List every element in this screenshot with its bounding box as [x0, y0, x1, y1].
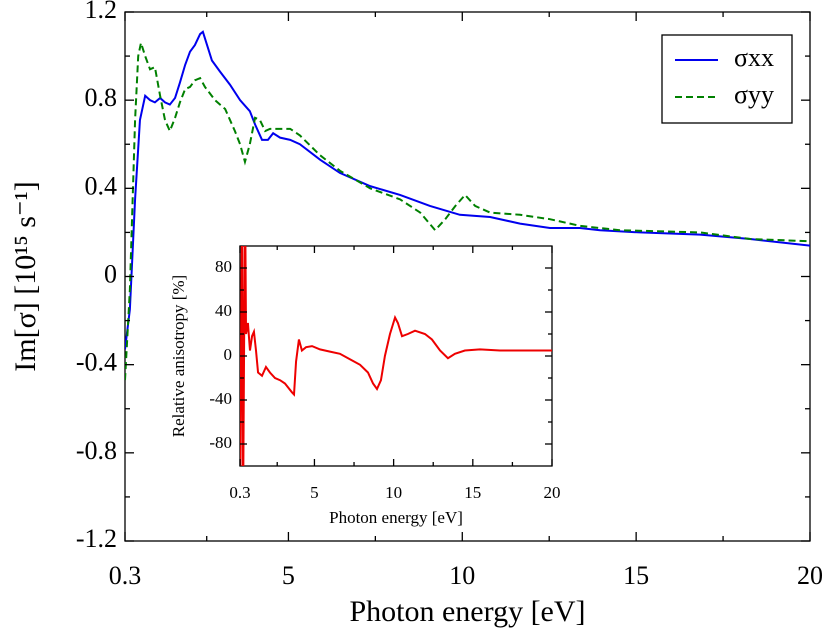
data-line [125, 38, 810, 381]
x-tick-label: 10 [385, 483, 402, 502]
x-tick-label: 5 [310, 483, 319, 502]
x-tick-label: 0.3 [229, 483, 250, 502]
series-group [125, 30, 810, 381]
x-tick-label: 15 [464, 483, 481, 502]
plot: 0.3 5 10 15 20 -80 -40 0 40 80 Photon energy [eV] R… [169, 245, 561, 527]
x-tick-label: 10 [449, 561, 475, 590]
x-tick-label: 15 [623, 561, 649, 590]
y-tick-label: 0 [104, 259, 117, 288]
y-tick-label: -0.8 [76, 436, 117, 465]
legend-label: σyy [734, 80, 774, 109]
x-tick-label: 20 [797, 561, 823, 590]
legend: σxx σyy [661, 34, 793, 124]
y-tick-label: 0.4 [85, 171, 118, 200]
y-tick-label: 0 [224, 345, 233, 364]
y-tick-label: -80 [209, 433, 232, 452]
plot-area [239, 245, 553, 467]
x-axis-label: Photon energy [eV] [329, 508, 463, 527]
y-tick-label: 40 [215, 301, 232, 320]
y-tick-label: -1.2 [76, 524, 117, 553]
y-tick-label: 0.8 [85, 83, 118, 112]
y-tick-label: 80 [215, 257, 232, 276]
x-tick-label: 0.3 [109, 561, 142, 590]
legend-label: σxx [734, 43, 774, 72]
plot: 0.3 5 10 15 20 -1.2 -0.8 -0.4 0 0.4 0.8 1.2 Photon e… [9, 0, 823, 628]
y-axis-label: Im[σ] [10¹⁵ s⁻¹] [9, 181, 42, 371]
series-group [240, 246, 552, 466]
data-line [125, 30, 810, 350]
y-tick-label: -40 [209, 389, 232, 408]
y-tick-label: -0.4 [76, 348, 117, 377]
x-axis-label: Photon energy [eV] [349, 595, 585, 628]
legend-box [661, 34, 793, 124]
y-tick-label: 1.2 [85, 0, 118, 24]
y-axis-label: Relative anisotropy [%] [169, 275, 188, 437]
x-tick-label: 5 [282, 561, 295, 590]
x-tick-label: 20 [544, 483, 561, 502]
data-line [240, 246, 552, 466]
plot-area [124, 11, 811, 542]
